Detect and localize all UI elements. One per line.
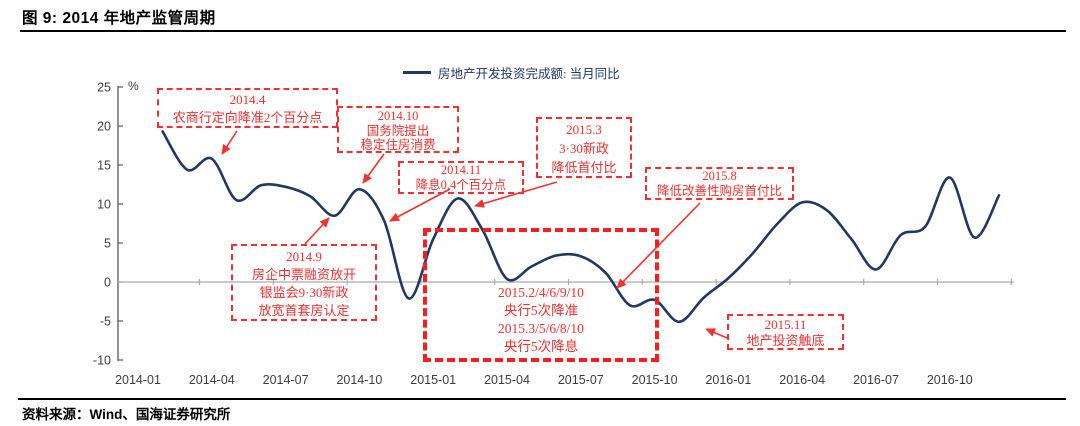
figure-title: 图 9: 2014 年地产监管周期 (22, 10, 216, 27)
annotation-text: 降低改善性购房首付比 (656, 183, 782, 198)
annotation-box-2015-03: 2015.3 3·30新政 降低首付比 (536, 117, 632, 178)
x-axis-tick-label: 2015-07 (558, 373, 604, 387)
annotation-box-2015-08: 2015.8 降低改善性购房首付比 (645, 167, 794, 200)
annotation-text: 农商行定向降准2个百分点 (172, 110, 323, 125)
annotation-text: 2015.8 (702, 169, 737, 183)
y-axis-tick-label: 15 (97, 159, 111, 173)
annotation-text: 降息0.4个百分点 (415, 177, 507, 192)
chart-axes (117, 86, 1014, 361)
axis-labels: 25 20 15 10 5 0 -5 -10% 2014-01 2014-04 2014-07 201… (93, 79, 973, 387)
annotation-box-2014-10: 2014.10 国务院提出 稳定住房消费 (337, 106, 459, 153)
y-axis-tick-label: 0 (104, 276, 111, 290)
annotation-text: 地产投资触底 (746, 333, 825, 348)
x-axis-tick-label: 2015-10 (632, 373, 678, 387)
series-group (161, 130, 1001, 324)
x-axis-tick-label: 2014-07 (263, 373, 309, 387)
annotation-box-2015-11: 2015.11 地产投资触底 (727, 314, 844, 350)
annotation-text: 银监会9·30新政 (259, 285, 349, 300)
annotation-text: 央行5次降准 (503, 303, 579, 318)
annotation-text: 国务院提出 (366, 123, 430, 138)
x-axis-tick-label: 2015-04 (484, 373, 530, 387)
footer-divider (18, 398, 1066, 400)
y-axis-tick-label: 20 (97, 120, 111, 134)
x-axis-tick-label: 2014-10 (336, 373, 382, 387)
title-divider (20, 30, 1066, 32)
y-axis-tick-label: -10 (93, 354, 111, 368)
annotation-box-2014-11: 2014.11 降息0.4个百分点 (398, 161, 524, 194)
annotation-text: 2015.3 (566, 122, 602, 137)
annotation-arrow (705, 328, 728, 339)
annotation-arrow (304, 217, 330, 245)
annotation-arrow (389, 188, 451, 222)
x-axis-tick-label: 2016-10 (927, 373, 973, 387)
annotation-box-2014-04: 2014.4 农商行定向降准2个百分点 (157, 88, 338, 128)
annotation-text: 2014.4 (229, 92, 266, 107)
annotation-text: 2014.11 (440, 163, 482, 177)
y-axis-tick-label: 10 (97, 198, 111, 212)
annotation-text: 央行5次降息 (503, 339, 579, 354)
y-axis-tick-label: 25 (97, 81, 111, 95)
annotation-text: 2015.2/4/6/9/10 (498, 285, 584, 300)
series-line (161, 130, 1001, 324)
annotation-arrow (474, 181, 558, 208)
annotation-text: 2015.3/5/6/8/10 (498, 321, 584, 336)
x-axis-tick-label: 2016-04 (779, 373, 825, 387)
x-axis-tick-label: 2014-01 (115, 373, 161, 387)
annotation-text: 3·30新政 (559, 141, 609, 156)
annotation-text: 房企中票融资放开 (251, 267, 356, 282)
x-axis-tick-label: 2014-04 (189, 373, 235, 387)
annotation-text: 降低首付比 (551, 160, 617, 175)
annotation-text: 2014.10 (377, 109, 419, 123)
policy-highlight-box: 2015.2/4/6/9/10 央行5次降准 2015.3/5/6/8/10 央… (423, 228, 659, 362)
y-axis-tick-label: -5 (100, 315, 111, 329)
annotation-text: 2014.9 (286, 249, 322, 264)
annotation-arrow (362, 153, 385, 184)
y-axis-unit: % (128, 79, 139, 93)
y-axis-tick-label: 5 (104, 237, 111, 251)
x-axis-tick-label: 2016-07 (853, 373, 899, 387)
legend-label: 房地产开发投资完成额: 当月同比 (438, 67, 620, 81)
chart-legend: 房地产开发投资完成额: 当月同比 (403, 63, 620, 82)
x-axis-tick-label: 2016-01 (705, 373, 751, 387)
annotation-box-2014-09: 2014.9 房企中票融资放开 银监会9·30新政 放宽首套房认定 (231, 244, 377, 321)
source-citation: 资料来源：Wind、国海证券研究所 (22, 407, 231, 422)
annotation-text: 2015.11 (764, 317, 807, 332)
legend-line-swatch (403, 71, 431, 74)
annotation-text: 稳定住房消费 (360, 138, 436, 152)
x-axis-tick-label: 2015-01 (410, 373, 456, 387)
annotation-arrow (221, 130, 238, 155)
annotation-text: 放宽首套房认定 (258, 303, 350, 318)
